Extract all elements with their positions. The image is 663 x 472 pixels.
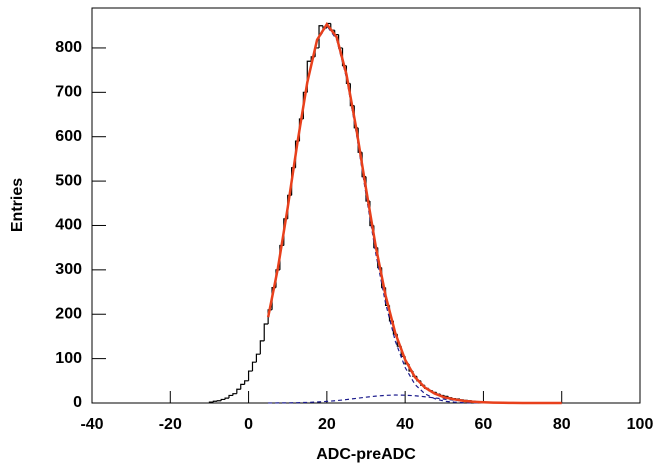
histogram-bin	[236, 388, 241, 394]
histogram-bin	[318, 25, 323, 48]
histogram-bin	[255, 353, 261, 363]
x-tick-label: 60	[475, 416, 493, 433]
y-tick-label: 500	[55, 172, 82, 189]
y-tick-label: 0	[73, 394, 82, 411]
histogram-bin	[220, 398, 226, 401]
histogram-bin	[232, 393, 237, 396]
y-tick-label: 700	[55, 84, 82, 101]
histogram-bin	[240, 383, 245, 390]
x-tick-label: -20	[159, 416, 182, 433]
histogram-bin	[251, 361, 257, 372]
x-axis-label: ADC-preADC	[316, 446, 416, 463]
histogram-bin	[247, 370, 253, 381]
histogram-bin	[263, 323, 269, 341]
histogram-bin	[244, 380, 249, 385]
x-tick-label: 40	[396, 416, 414, 433]
x-tick-label: 20	[318, 416, 336, 433]
y-tick-label: 600	[55, 128, 82, 145]
y-axis-label: Entries	[9, 178, 26, 232]
y-tick-label: 100	[55, 350, 82, 367]
plot-frame	[91, 7, 641, 404]
x-tick-label: -40	[80, 416, 103, 433]
histogram-bin	[224, 397, 229, 400]
x-tick-label: 100	[627, 416, 654, 433]
histogram-bin	[208, 401, 214, 403]
fit-curve	[267, 24, 484, 404]
y-tick-label: 400	[55, 217, 82, 234]
y-tick-label: 300	[55, 261, 82, 278]
histogram-bin	[259, 340, 265, 355]
x-tick-label: 0	[244, 416, 253, 433]
y-tick-label: 800	[55, 39, 82, 56]
fit-curve	[266, 21, 562, 405]
y-tick-label: 200	[55, 305, 82, 322]
histogram-bin	[228, 394, 233, 399]
histogram-bin	[212, 400, 218, 403]
x-tick-label: 80	[553, 416, 571, 433]
